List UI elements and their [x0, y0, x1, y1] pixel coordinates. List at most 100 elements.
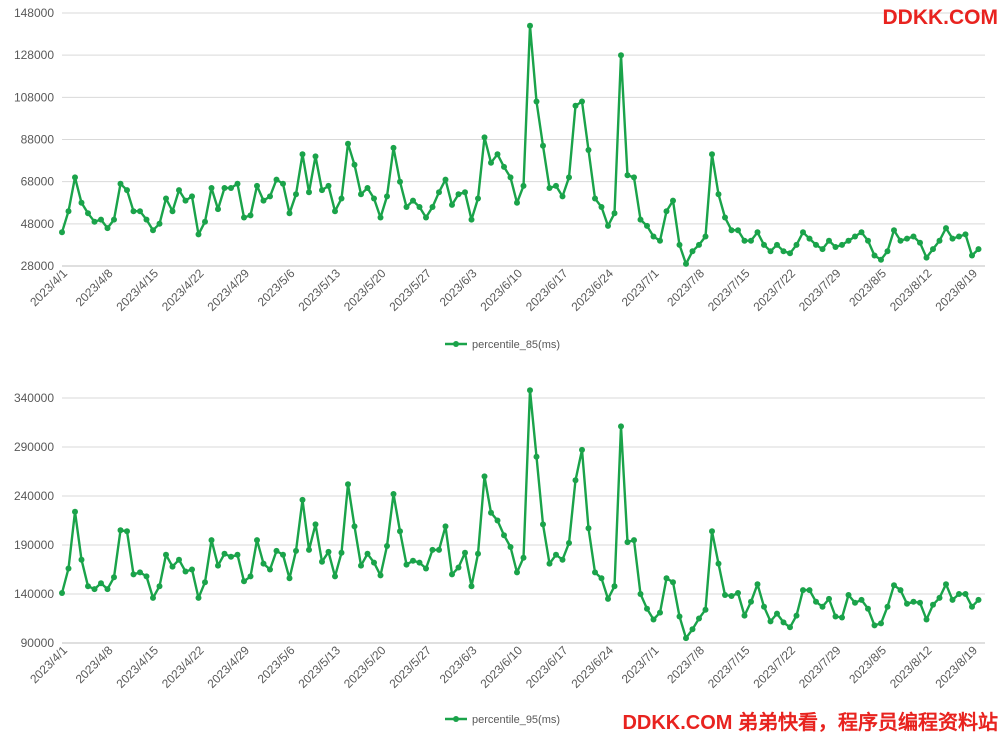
data-point: [917, 239, 923, 246]
data-point: [897, 587, 904, 594]
data-point: [618, 52, 624, 59]
data-point: [676, 241, 683, 248]
data-point: [436, 189, 442, 196]
data-point: [676, 613, 683, 620]
data-point: [936, 594, 943, 601]
data-point: [585, 525, 592, 532]
data-point: [384, 543, 390, 549]
data-point: [247, 573, 254, 580]
data-point: [371, 559, 377, 566]
data-point: [449, 201, 455, 208]
data-point: [299, 496, 306, 503]
data-point: [741, 612, 748, 619]
y-tick-label: 28000: [21, 259, 55, 273]
data-point: [403, 204, 410, 210]
data-point: [592, 195, 598, 202]
legend: percentile_95(ms): [445, 714, 560, 726]
data-point: [65, 208, 72, 215]
x-tick-label: 2023/7/1: [619, 643, 662, 686]
data-point: [215, 206, 221, 213]
data-point: [514, 569, 520, 576]
data-point: [104, 225, 111, 232]
data-point: [618, 423, 624, 430]
data-point: [527, 22, 533, 29]
data-point: [176, 556, 182, 563]
data-point: [800, 229, 806, 236]
x-tick-label: 2023/8/5: [846, 266, 889, 309]
data-point: [293, 191, 299, 198]
data-point: [208, 185, 215, 191]
data-point: [761, 603, 767, 610]
x-tick-label: 2023/7/15: [705, 266, 753, 314]
legend-label: percentile_95(ms): [472, 714, 560, 726]
data-point: [462, 189, 468, 196]
data-point: [501, 532, 507, 539]
data-point: [481, 473, 488, 480]
data-point: [969, 252, 975, 259]
x-tick-label: 2023/6/3: [437, 266, 480, 309]
data-point: [865, 605, 871, 612]
x-tick-label: 2023/6/10: [477, 266, 525, 314]
data-point: [351, 523, 358, 530]
x-tick-label: 2023/4/8: [73, 266, 116, 309]
chart-2: 90000 140000 190000 240000 290000 340000 2023/…: [14, 387, 985, 726]
data-point: [598, 204, 605, 210]
data-point: [936, 237, 943, 244]
data-point: [163, 551, 169, 558]
data-point: [319, 187, 325, 194]
data-point: [566, 540, 572, 546]
data-point: [488, 159, 494, 166]
data-point: [793, 612, 800, 619]
data-point: [371, 195, 377, 202]
data-point: [377, 214, 384, 221]
data-point: [637, 591, 644, 597]
data-point: [624, 539, 631, 546]
data-point: [358, 191, 364, 198]
data-point: [715, 560, 722, 567]
data-point: [845, 592, 852, 598]
y-tick-label: 240000: [14, 489, 54, 503]
x-tick-label: 2023/7/1: [619, 266, 662, 309]
data-point: [273, 547, 280, 554]
data-point: [78, 199, 85, 206]
data-point: [839, 241, 845, 248]
data-point: [891, 582, 897, 589]
data-point: [767, 248, 774, 255]
data-point: [468, 583, 475, 590]
data-point: [442, 176, 449, 183]
data-point: [156, 583, 163, 590]
data-point: [579, 98, 585, 105]
x-tick-label: 2023/7/8: [664, 643, 707, 686]
x-tick-label: 2023/4/29: [204, 266, 252, 314]
data-point: [312, 521, 319, 528]
data-point: [585, 147, 592, 153]
data-point: [657, 237, 663, 244]
data-point: [85, 583, 91, 590]
data-point: [169, 563, 176, 570]
data-point: [657, 609, 663, 616]
data-point: [189, 566, 195, 573]
data-point: [754, 581, 761, 588]
data-point: [904, 235, 910, 242]
y-tick-label: 148000: [14, 6, 54, 20]
data-point: [423, 565, 429, 572]
data-point: [572, 477, 579, 484]
data-point: [852, 233, 858, 240]
data-point: [397, 178, 403, 185]
data-point: [254, 182, 260, 189]
data-point: [819, 246, 826, 253]
y-tick-label: 90000: [21, 636, 55, 650]
data-point: [423, 214, 429, 221]
data-point: [143, 216, 150, 223]
data-point: [663, 575, 670, 582]
data-point: [72, 508, 78, 515]
data-point: [566, 174, 572, 181]
data-point: [241, 214, 247, 221]
data-point: [741, 237, 748, 244]
data-point: [871, 252, 878, 259]
x-tick-label: 2023/6/24: [568, 266, 616, 314]
x-tick-label: 2023/6/10: [477, 643, 525, 691]
data-point: [839, 614, 845, 621]
data-point: [260, 560, 267, 567]
data-point: [546, 560, 553, 567]
